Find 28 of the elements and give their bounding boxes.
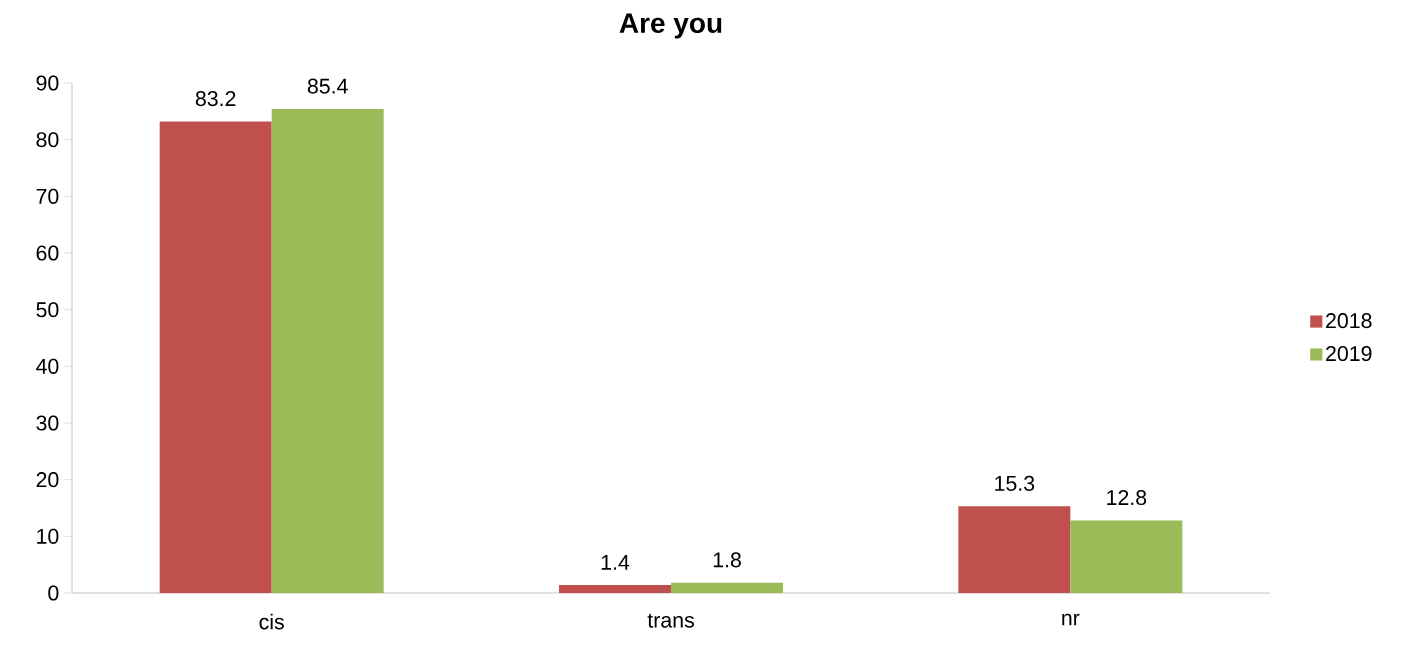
y-tick-label: 70	[36, 188, 59, 204]
data-label: 1.8	[713, 552, 741, 568]
bar	[1070, 520, 1183, 593]
bar	[671, 582, 784, 593]
bar	[958, 506, 1071, 593]
y-tick-label: 40	[36, 358, 59, 374]
data-label: 83.2	[195, 91, 236, 107]
y-tick-label: 10	[37, 528, 59, 544]
data-label: 15.3	[995, 475, 1035, 491]
bar	[559, 585, 672, 593]
data-label: 12.8	[1107, 489, 1147, 506]
chart-title: Are you	[619, 13, 722, 39]
bar	[159, 121, 272, 593]
x-tick-label: cis	[259, 613, 284, 630]
data-label: 1.4	[601, 555, 630, 570]
y-tick-label: 80	[36, 132, 59, 148]
y-tick-label: 60	[36, 245, 59, 261]
y-tick-label: 0	[48, 585, 59, 601]
y-tick-label: 20	[36, 472, 59, 488]
y-tick-label: 90	[36, 75, 59, 91]
x-tick-label: nr	[1062, 613, 1080, 626]
data-label: 85.4	[307, 78, 348, 94]
bar	[271, 109, 384, 593]
y-tick-label: 50	[36, 302, 59, 318]
legend-label: 2019	[1326, 346, 1372, 362]
legend-label: 2018	[1326, 313, 1372, 329]
y-tick-label: 30	[36, 415, 59, 431]
x-tick-label: trans	[647, 613, 694, 628]
